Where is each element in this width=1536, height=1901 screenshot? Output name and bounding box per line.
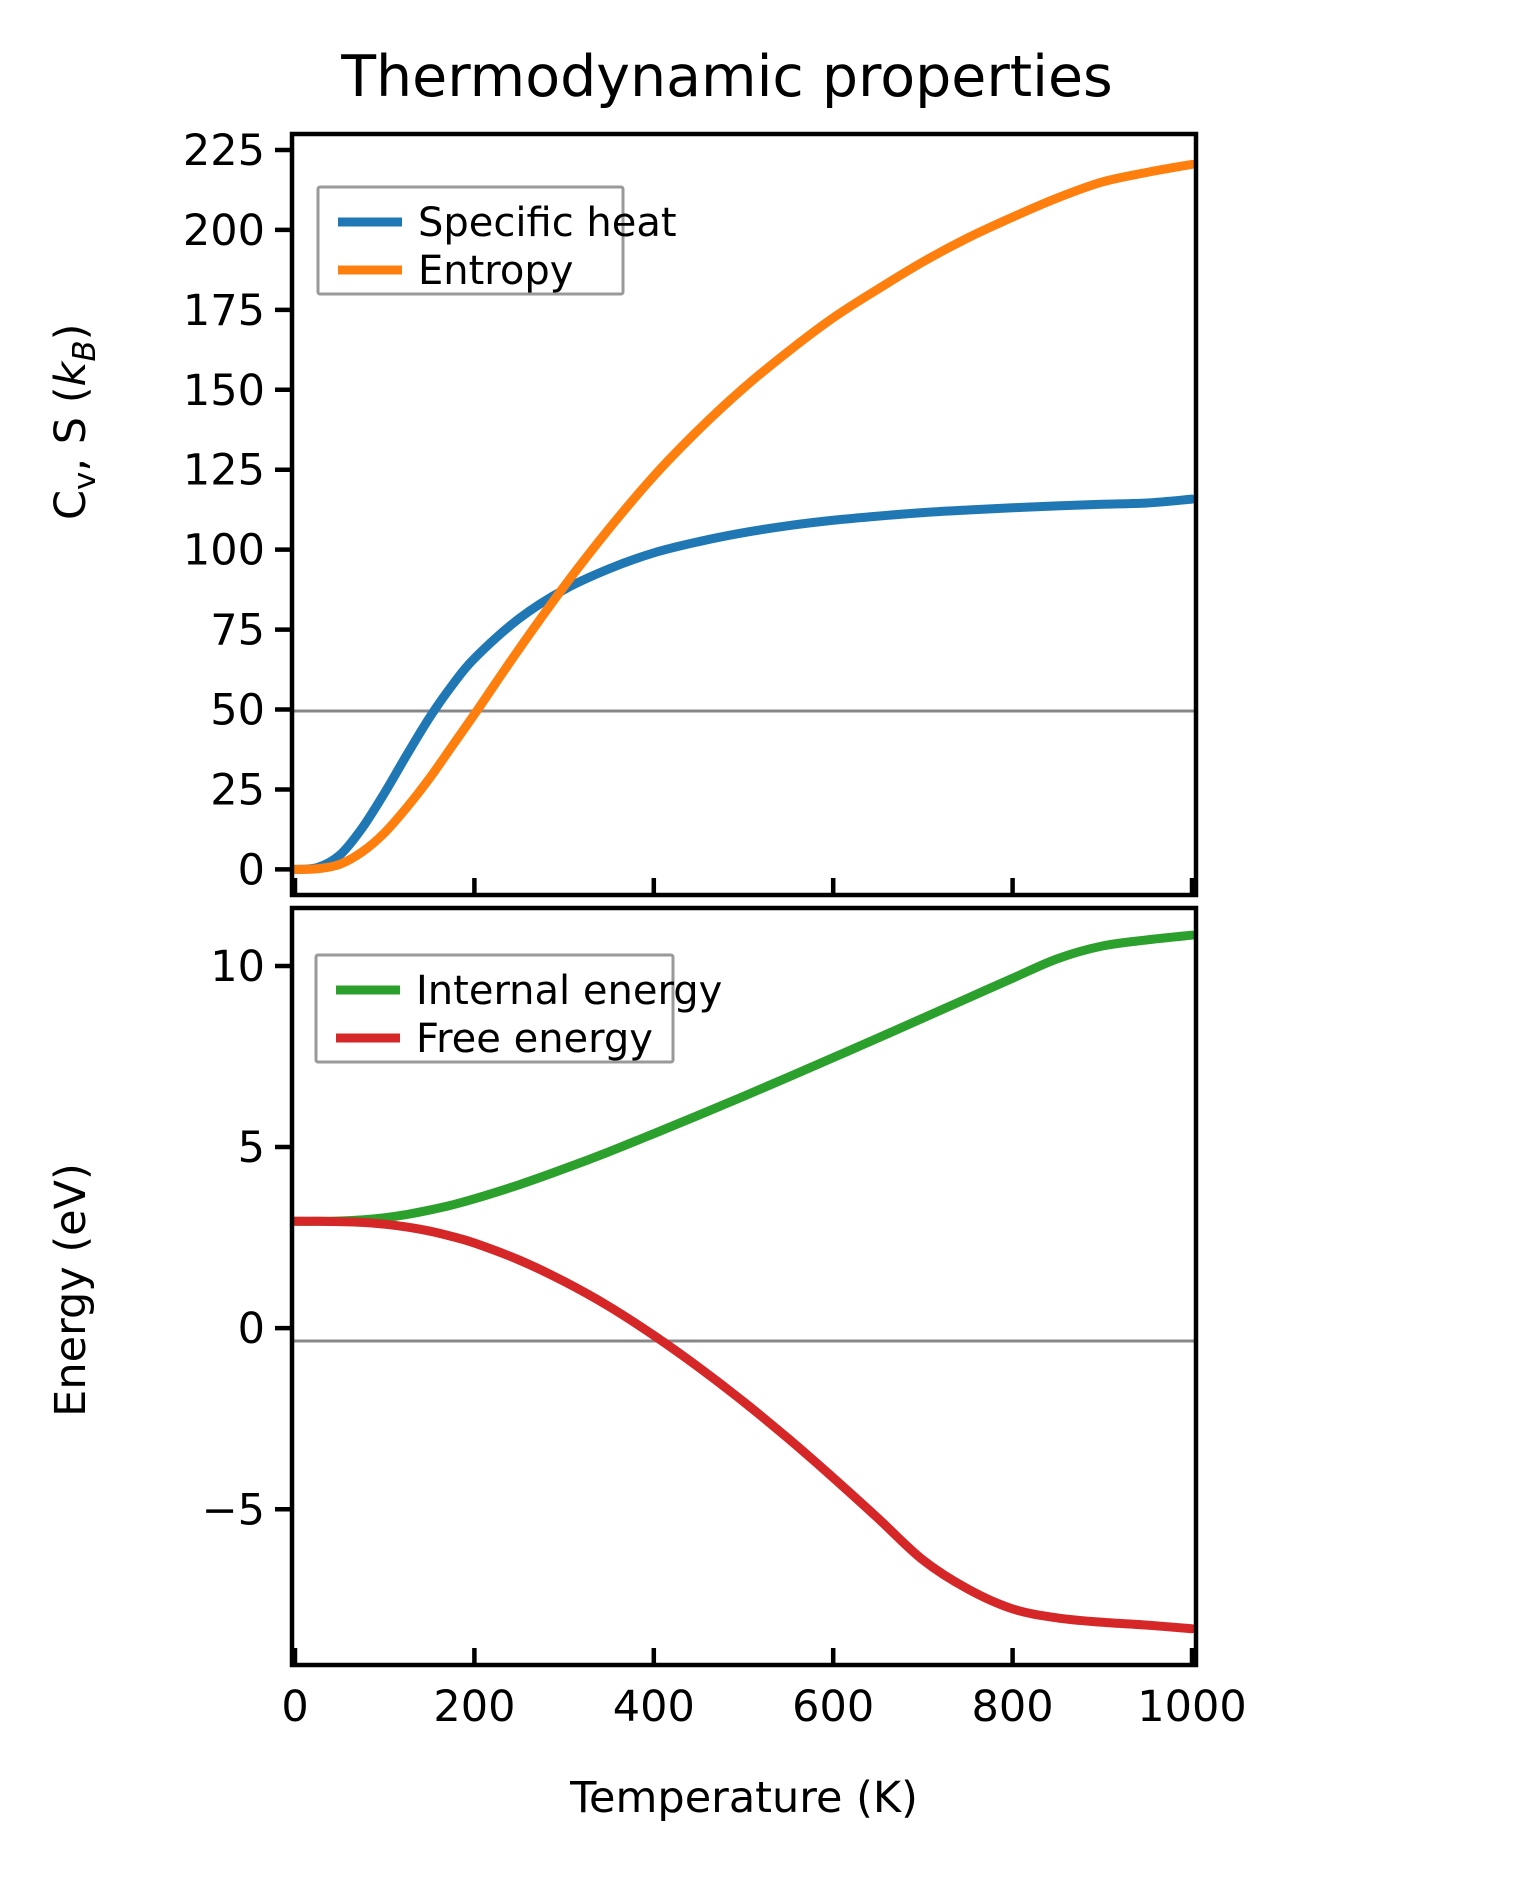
figure-title: Thermodynamic properties (340, 44, 1113, 110)
bottom-legend-box (314, 953, 675, 1064)
ylabel-k: k (46, 360, 96, 387)
x-tick-label: 600 (792, 1682, 874, 1732)
y-tick-label: 225 (183, 126, 265, 176)
top-curves (292, 159, 1196, 874)
legend-label-internal-energy: Internal energy (416, 968, 722, 1014)
y-tick-label: 0 (238, 1304, 265, 1354)
top-legend[interactable]: Specific heat Entropy (316, 185, 677, 296)
y-tick-label: 25 (210, 765, 265, 815)
bottom-ylabel: Energy (eV) (46, 1163, 96, 1417)
top-panel: Cv, S (kB) 0 25 50 75 100 125 150 175 200 225 (46, 126, 1199, 898)
legend-label-free-energy: Free energy (416, 1016, 653, 1062)
x-tick-label: 0 (281, 1682, 308, 1732)
y-tick-label: 175 (183, 286, 265, 336)
bottom-panel: Energy (eV) −5 0 5 10 0 200 400 600 800 1000 Int… (46, 905, 1247, 1732)
y-tick-label: 125 (183, 446, 265, 496)
entropy-curve (292, 159, 1196, 874)
specific-heat-curve (292, 494, 1196, 874)
bottom-curves (292, 930, 1196, 1634)
top-axes-frame (289, 131, 1199, 898)
top-x-ticks (292, 878, 1195, 895)
free-energy-curve (292, 1216, 1196, 1634)
y-tick-label: −5 (202, 1485, 265, 1535)
bottom-legend[interactable]: Internal energy Free energy (314, 953, 722, 1064)
legend-label-entropy: Entropy (418, 248, 573, 294)
x-tick-label: 1000 (1137, 1682, 1246, 1732)
y-tick-label: 200 (183, 206, 265, 256)
ylabel-v: v (67, 472, 103, 490)
y-tick-label: 5 (238, 1123, 265, 1173)
internal-energy-curve (292, 930, 1196, 1226)
ylabel-c: C (46, 490, 96, 520)
top-y-ticks: 0 25 50 75 100 125 150 175 200 225 (183, 126, 292, 895)
bottom-y-ticks: −5 0 5 10 (202, 942, 292, 1535)
y-tick-label: 50 (210, 686, 265, 736)
bottom-x-ticks: 0 200 400 600 800 1000 (281, 1648, 1247, 1732)
y-tick-label: 100 (183, 526, 265, 576)
x-tick-label: 800 (972, 1682, 1054, 1732)
y-tick-label: 0 (238, 845, 265, 895)
ylabel-b-sub: B (67, 340, 103, 361)
ylabel-close-paren: ) (46, 324, 96, 341)
ylabel-comma-s: , S ( (46, 387, 96, 472)
bottom-axes-frame (289, 905, 1199, 1668)
top-ylabel: Cv, S (kB) (46, 324, 103, 520)
x-axis-label: Temperature (K) (569, 1773, 918, 1823)
y-tick-label: 10 (210, 942, 265, 992)
legend-label-specific-heat: Specific heat (418, 200, 677, 246)
y-tick-label: 75 (210, 606, 265, 656)
y-tick-label: 150 (183, 366, 265, 416)
svg-text:Cv, S (kB): Cv, S (kB) (46, 324, 103, 520)
x-tick-label: 200 (433, 1682, 515, 1732)
x-tick-label: 400 (613, 1682, 695, 1732)
